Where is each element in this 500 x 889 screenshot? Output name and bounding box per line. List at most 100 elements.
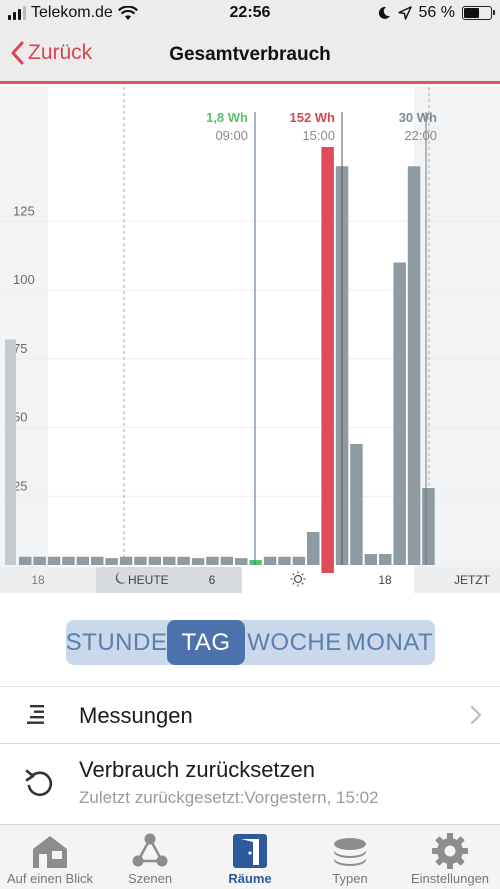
signal-icon	[8, 6, 26, 20]
segment-monat[interactable]: MONAT	[345, 628, 434, 656]
chart-bar	[292, 556, 306, 565]
moon-icon	[378, 6, 390, 19]
chart-bar	[76, 556, 90, 565]
x-axis-band-today	[96, 567, 242, 593]
tab-raeume[interactable]: Räume	[200, 825, 300, 889]
back-button[interactable]: Zurück	[10, 41, 92, 65]
y-tick-label: 75	[13, 341, 27, 356]
reset-icon	[25, 769, 53, 797]
chart-bar	[321, 147, 334, 565]
marker-value-label: 30 Wh	[399, 110, 437, 125]
chart-bar-outside	[5, 339, 16, 565]
chart-bar	[263, 556, 277, 565]
x-tick-label: HEUTE	[128, 573, 169, 587]
measurements-label: Messungen	[79, 703, 193, 728]
chart-bar	[91, 556, 104, 565]
tab-typen[interactable]: Typen	[300, 825, 400, 889]
chart-bar	[407, 166, 421, 565]
chart-bar	[163, 556, 176, 565]
chart-bar	[47, 556, 61, 565]
battery-level	[464, 8, 479, 18]
chart-shade-right	[414, 87, 500, 567]
chart-bar	[62, 556, 75, 565]
tab-auf-einen-blick[interactable]: Auf einen Blick	[0, 825, 100, 889]
chart-bar	[177, 556, 190, 565]
marker-value-label: 152 Wh	[289, 110, 335, 125]
x-axis-band-now	[414, 567, 500, 593]
x-tick-label: 6	[209, 573, 216, 587]
battery-percent: 56 %	[418, 4, 455, 21]
moon-icon	[115, 572, 126, 584]
chart-bar	[393, 262, 406, 565]
layers-icon	[334, 838, 366, 866]
sun-icon	[290, 571, 306, 587]
status-right: 56 %	[377, 4, 495, 22]
chart-bar	[134, 556, 147, 565]
marker-time-label: 22:00	[404, 128, 437, 143]
back-label: Zurück	[28, 41, 93, 64]
chevron-left-icon	[11, 41, 24, 65]
chart-bar-highlight-tail	[321, 565, 334, 573]
marker-value-label: 1,8 Wh	[206, 110, 248, 125]
chart-bar	[307, 532, 320, 565]
reset-label: Verbrauch zurücksetzen	[79, 757, 316, 782]
chart-bar	[350, 444, 363, 565]
chart-bar	[364, 554, 378, 565]
x-tick-label: 18	[378, 573, 392, 587]
chart-bar	[105, 558, 118, 565]
chart-bar	[220, 556, 234, 565]
consumption-chart[interactable]: 25 50 75 100 125 1,8 Wh 09:00 152 Wh 15:00 30 Wh 2…	[0, 87, 500, 593]
chart-bar	[235, 558, 248, 565]
chevron-right-icon	[471, 706, 481, 724]
y-tick-label: 125	[13, 203, 35, 218]
segment-tag[interactable]: TAG	[167, 620, 245, 665]
gear-icon	[432, 833, 468, 869]
y-tick-label: 50	[13, 410, 27, 425]
chart-bar	[19, 556, 32, 565]
reset-consumption-row[interactable]: Verbrauch zurücksetzen Zuletzt zurückges…	[0, 744, 500, 824]
chart-bar	[379, 554, 392, 565]
y-tick-label: 25	[13, 478, 27, 493]
wifi-icon	[117, 5, 138, 20]
chart-bar	[206, 556, 219, 565]
period-selector: STUNDE TAG WOCHE MONAT	[66, 620, 435, 665]
page-title: Gesamtverbrauch	[169, 44, 331, 65]
scenes-icon	[132, 833, 168, 867]
tab-label: Typen	[332, 871, 368, 886]
reset-last-label: Zuletzt zurückgesetzt:Vorgestern, 15:02	[79, 788, 379, 807]
tab-einstellungen[interactable]: Einstellungen	[400, 825, 500, 889]
tab-szenen[interactable]: Szenen	[100, 825, 200, 889]
chart-bar	[249, 560, 262, 565]
chart-bar	[33, 556, 46, 565]
chart-bar	[191, 558, 205, 565]
tab-label: Auf einen Blick	[7, 871, 93, 886]
chart-bar	[422, 488, 435, 565]
x-axis-band-night	[0, 567, 96, 593]
x-tick-label: JETZT	[454, 573, 491, 587]
house-icon	[33, 836, 67, 868]
tab-bar: Auf einen Blick Szenen Räume Typen	[0, 824, 500, 889]
battery-icon	[462, 6, 495, 20]
tab-label: Räume	[228, 871, 272, 886]
status-left: Telekom.de	[8, 4, 138, 22]
chart-bar	[119, 556, 133, 565]
status-time: 22:56	[229, 4, 271, 21]
list-lines-icon	[27, 705, 44, 724]
segment-woche[interactable]: WOCHE	[247, 628, 342, 656]
carrier-label: Telekom.de	[31, 4, 113, 21]
chart-svg: 25 50 75 100 125 1,8 Wh 09:00 152 Wh 15:00 30 Wh 2…	[0, 87, 500, 593]
chart-bar	[278, 556, 291, 565]
location-arrow-icon	[397, 6, 412, 20]
navigation-bar: Zurück Gesamtverbrauch	[0, 30, 500, 84]
measurements-row[interactable]: Messungen	[0, 686, 500, 744]
status-bar: Telekom.de 22:56 56 %	[0, 0, 500, 30]
y-tick-label: 100	[13, 272, 35, 287]
marker-time-label: 15:00	[302, 128, 335, 143]
tab-label: Szenen	[127, 871, 173, 886]
marker-time-label: 09:00	[215, 128, 248, 143]
door-icon	[233, 834, 267, 868]
segment-stunde[interactable]: STUNDE	[65, 628, 168, 656]
chart-bar	[148, 556, 162, 565]
tab-label: Einstellungen	[410, 871, 490, 886]
x-tick-label: 18	[31, 573, 45, 587]
